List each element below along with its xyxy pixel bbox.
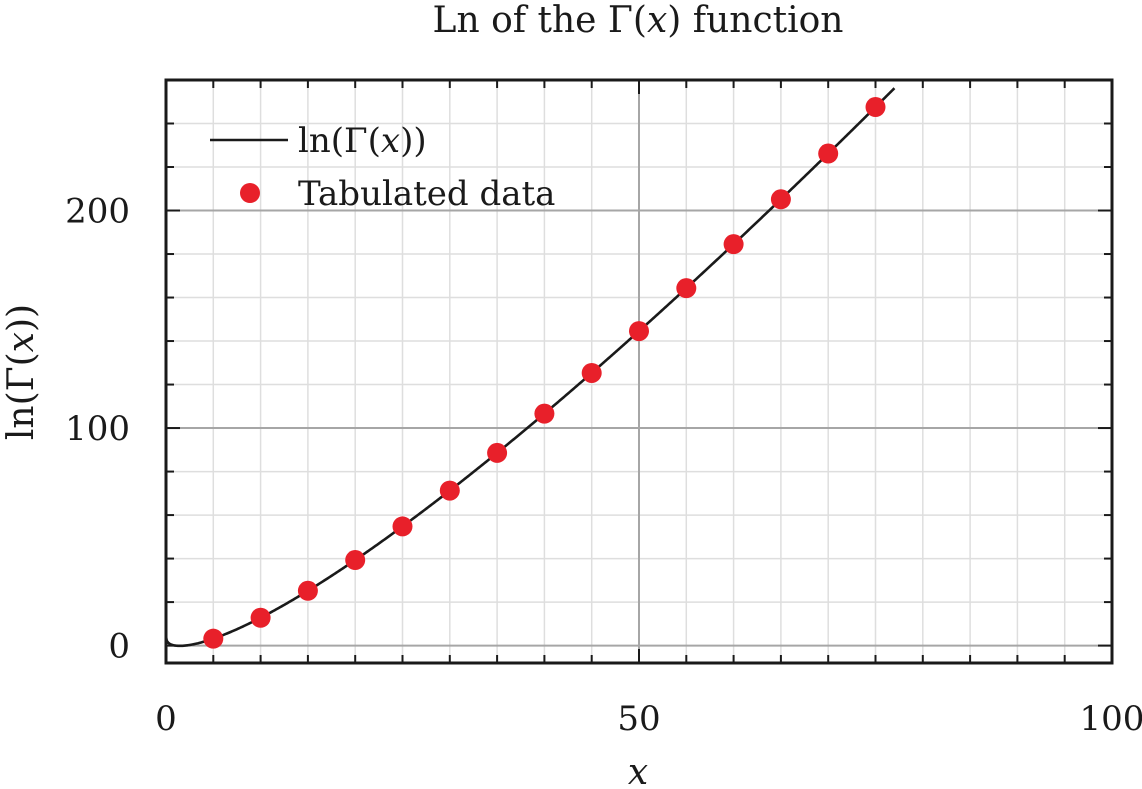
data-point	[581, 362, 602, 383]
data-point	[534, 403, 555, 424]
data-point	[723, 234, 744, 255]
data-point	[629, 321, 649, 342]
chart-title: Ln of the Γ(x) function	[433, 0, 844, 41]
legend: ln(Γ(x)) Tabulated data	[210, 121, 555, 214]
series-line-lngamma	[164, 87, 896, 648]
x-tick-label: 0	[155, 699, 177, 739]
data-point	[392, 516, 413, 537]
y-axis-label: ln(Γ(x))	[1, 304, 42, 440]
data-point	[865, 97, 886, 118]
x-tick-label: 50	[617, 699, 660, 739]
data-point	[676, 278, 697, 299]
x-tick-label: 100	[1080, 699, 1142, 739]
legend-label-tabulated: Tabulated data	[298, 174, 555, 214]
legend-label-lngamma: ln(Γ(x))	[298, 121, 427, 161]
data-point	[439, 480, 460, 501]
tick-labels: 0 50 100 0 100 200	[65, 192, 1142, 739]
data-point	[297, 580, 318, 601]
data-point	[487, 442, 508, 463]
y-tick-label: 0	[108, 627, 130, 667]
y-tick-label: 200	[65, 192, 130, 232]
x-axis-label: x	[628, 752, 648, 789]
data-point	[818, 143, 839, 164]
data-point	[770, 189, 791, 210]
data-point	[345, 550, 366, 571]
y-tick-label: 100	[65, 409, 130, 449]
series-points-tabulated	[203, 97, 886, 649]
plot-frame	[164, 78, 1114, 665]
legend-marker-tabulated	[240, 183, 260, 203]
data-point	[203, 628, 224, 649]
data-point	[250, 607, 271, 628]
